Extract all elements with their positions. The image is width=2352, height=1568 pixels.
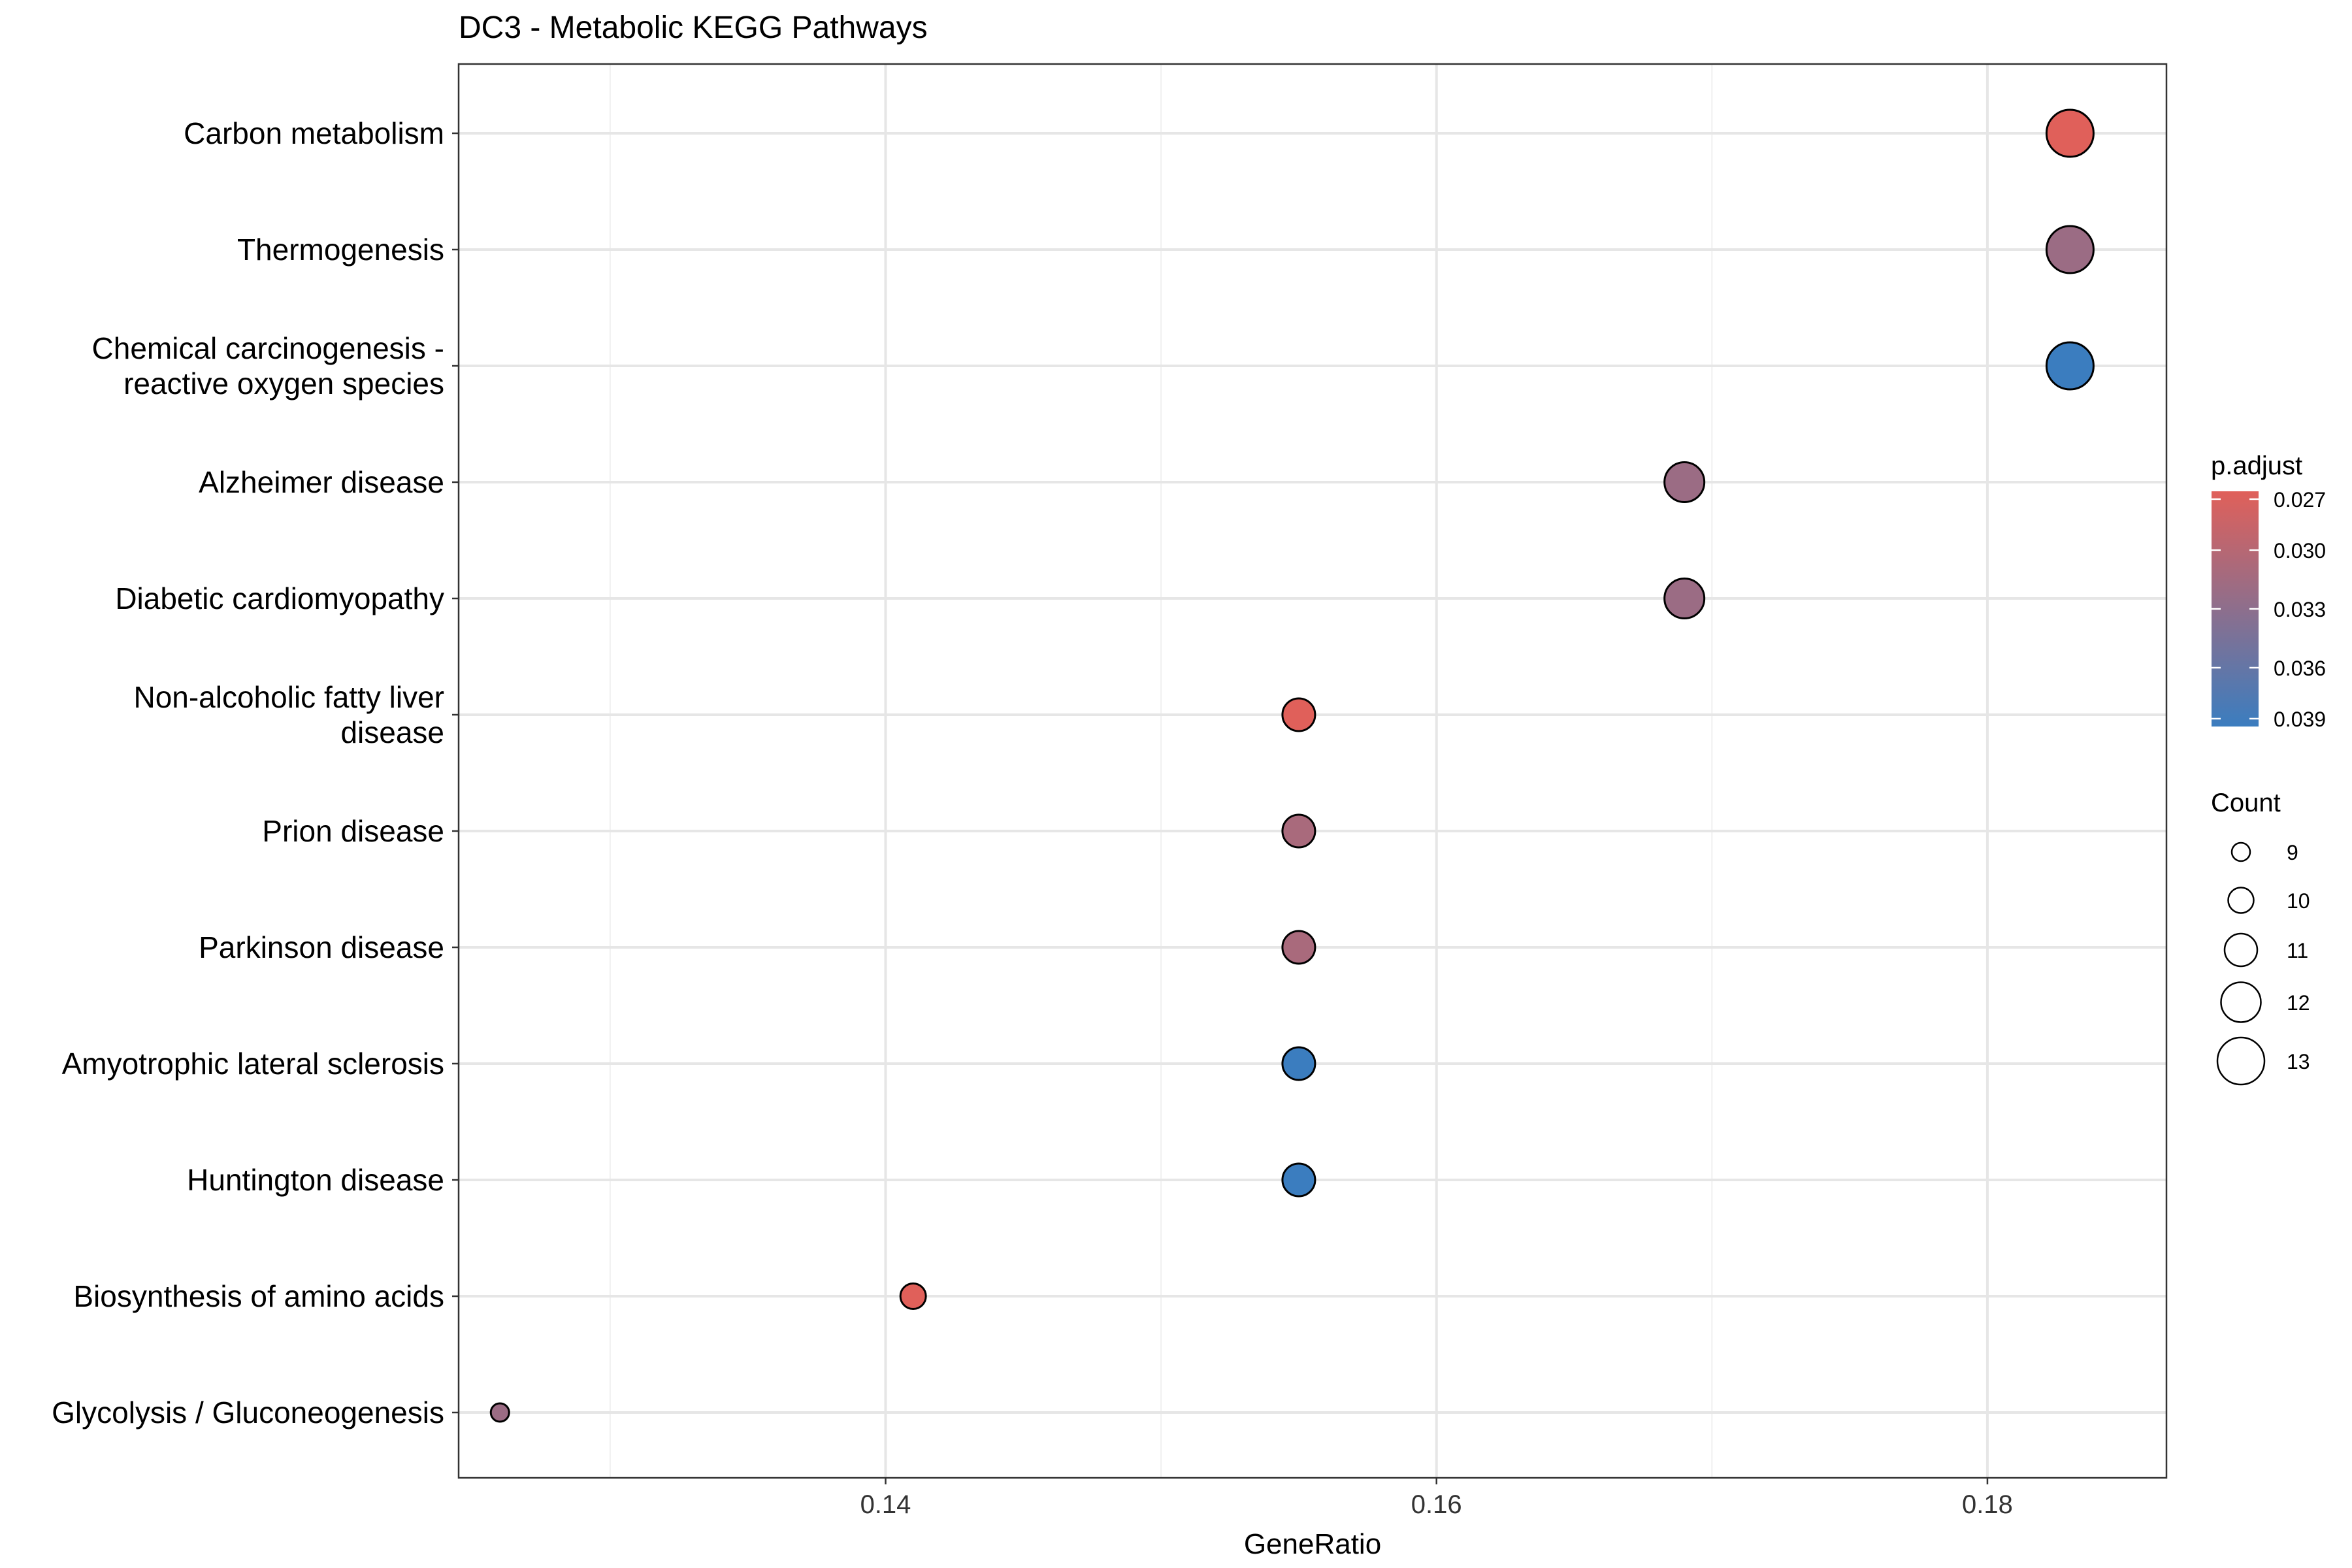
size-legend-circle bbox=[2227, 887, 2255, 914]
color-legend-tick-label: 0.039 bbox=[2274, 708, 2326, 731]
plot-panel-border bbox=[457, 63, 2168, 1479]
data-points bbox=[489, 108, 2095, 1423]
y-tick-label: Huntington disease bbox=[187, 1163, 444, 1197]
data-point bbox=[1281, 1046, 1316, 1081]
y-tick-label: reactive oxygen species bbox=[123, 367, 444, 400]
y-tick-label: Diabetic cardiomyopathy bbox=[115, 581, 444, 615]
data-point bbox=[489, 1402, 510, 1423]
size-legend-circle bbox=[2223, 932, 2259, 968]
y-tick-label: Prion disease bbox=[262, 814, 444, 848]
data-point bbox=[2045, 225, 2095, 274]
color-legend-tick-label: 0.027 bbox=[2274, 488, 2326, 512]
data-point bbox=[1281, 697, 1316, 732]
y-axis: Carbon metabolism Thermogenesis Chemical c… bbox=[52, 116, 459, 1429]
color-legend-title: p.adjust bbox=[2211, 451, 2302, 480]
size-legend-circle bbox=[2220, 981, 2262, 1023]
size-legend-label: 10 bbox=[2287, 889, 2310, 913]
color-legend-tick-label: 0.030 bbox=[2274, 539, 2326, 563]
data-point bbox=[1663, 578, 1706, 619]
chart-title: DC3 - Metabolic KEGG Pathways bbox=[459, 10, 928, 45]
y-tick-label: Carbon metabolism bbox=[184, 116, 444, 150]
y-tick-label: Glycolysis / Gluconeogenesis bbox=[52, 1396, 444, 1429]
size-legend-circle bbox=[2230, 841, 2251, 862]
color-legend-tick-label: 0.036 bbox=[2274, 657, 2326, 680]
data-point bbox=[2045, 108, 2095, 158]
color-legend-tick-label: 0.033 bbox=[2274, 598, 2326, 621]
size-legend-title: Count bbox=[2211, 789, 2281, 817]
x-tick-label: 0.18 bbox=[1962, 1490, 2013, 1519]
size-legend-label: 11 bbox=[2287, 939, 2308, 962]
data-point bbox=[1281, 1162, 1316, 1198]
x-axis: 0.14 0.16 0.18 bbox=[860, 1478, 2013, 1519]
data-point bbox=[1281, 930, 1316, 965]
size-legend-circle bbox=[2216, 1036, 2266, 1086]
x-axis-label: GeneRatio bbox=[1244, 1528, 1381, 1560]
data-point bbox=[1663, 461, 1706, 503]
y-tick-label: Parkinson disease bbox=[199, 930, 444, 964]
size-legend-label: 12 bbox=[2287, 991, 2310, 1015]
y-tick-label: disease bbox=[340, 715, 444, 749]
color-legend-ticks: 0.027 0.030 0.033 0.036 0.039 bbox=[2212, 488, 2326, 731]
y-tick-label: Biosynthesis of amino acids bbox=[73, 1279, 444, 1313]
data-point bbox=[899, 1282, 927, 1310]
data-point bbox=[2045, 341, 2095, 391]
size-legend-label: 13 bbox=[2287, 1050, 2310, 1073]
color-legend: p.adjust 0.027 0.030 0.033 0.036 0.039 bbox=[2211, 451, 2326, 731]
y-tick-label: Amyotrophic lateral sclerosis bbox=[62, 1047, 444, 1081]
size-legend-items: 9 10 11 12 13 bbox=[2216, 841, 2310, 1086]
size-legend: Count 9 10 11 12 13 bbox=[2211, 789, 2310, 1086]
y-tick-label: Alzheimer disease bbox=[199, 465, 444, 499]
x-tick-label: 0.16 bbox=[1411, 1490, 1462, 1519]
data-point bbox=[1281, 813, 1316, 849]
x-tick-label: 0.14 bbox=[860, 1490, 911, 1519]
y-tick-label: Non-alcoholic fatty liver bbox=[133, 680, 444, 714]
y-tick-label: Chemical carcinogenesis - bbox=[92, 331, 444, 365]
grid-lines bbox=[459, 64, 2166, 1478]
y-tick-label: Thermogenesis bbox=[237, 233, 444, 267]
size-legend-label: 9 bbox=[2287, 841, 2298, 864]
